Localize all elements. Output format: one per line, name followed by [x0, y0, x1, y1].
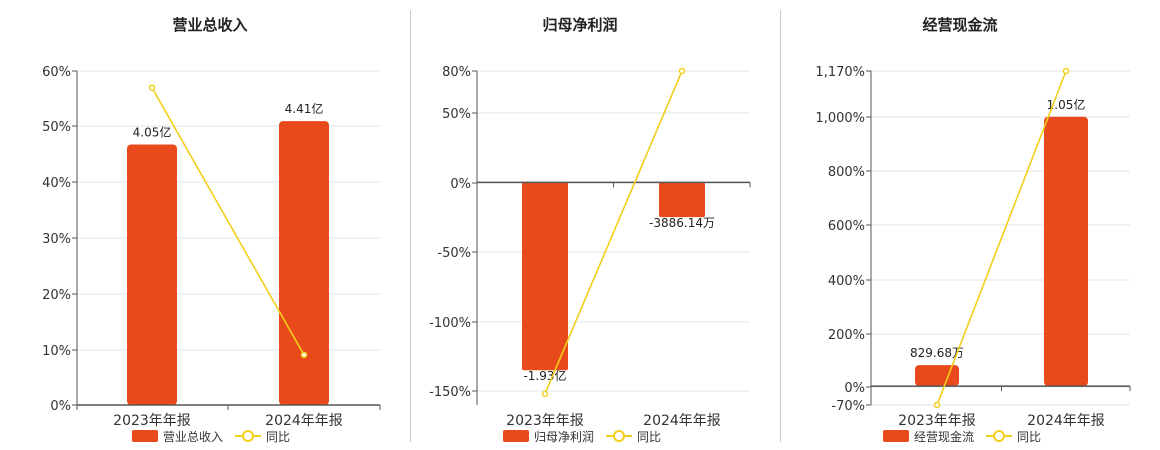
legend-line-label: 同比	[637, 429, 662, 444]
legend-line-label: 同比	[266, 429, 291, 444]
legend-net-profit: 归母净利润 同比	[503, 428, 661, 444]
yoy-point	[1062, 67, 1070, 75]
chart-title-net-profit: 归母净利润	[542, 16, 618, 34]
y-tick-label: -50%	[437, 246, 471, 261]
x-category-label: 2023年年报	[898, 413, 976, 429]
y-tick-label: 60%	[42, 65, 71, 80]
yoy-point	[541, 390, 549, 398]
bar-data-label: 4.41亿	[285, 101, 324, 116]
y-tick-label: 1,170%	[815, 65, 865, 80]
y-tick-label: 20%	[42, 288, 71, 303]
chart-title-revenue: 营业总收入	[172, 16, 248, 34]
y-tick-label: 50%	[442, 107, 471, 122]
yoy-line	[936, 70, 1067, 406]
y-tick-label: 30%	[42, 232, 71, 247]
panel-divider	[410, 10, 411, 442]
y-tick-label: 0%	[50, 399, 71, 414]
y-tick-label: 50%	[42, 120, 71, 135]
legend-bar-label: 经营现金流	[914, 429, 975, 444]
bar	[915, 365, 959, 387]
legend-line-swatch	[235, 430, 262, 442]
bar-data-label: 4.05亿	[133, 124, 172, 139]
legend-bar-label: 营业总收入	[163, 429, 224, 444]
y-tick-label: 10%	[42, 344, 71, 359]
yoy-point	[933, 401, 941, 409]
x-category-label: 2023年年报	[113, 413, 191, 429]
legend-bar-swatch	[883, 430, 909, 442]
bar-data-label: -3886.14万	[649, 216, 715, 230]
y-tick-label: 800%	[828, 165, 865, 180]
yoy-line	[544, 70, 683, 395]
legend-line-swatch	[606, 430, 633, 442]
legend-cash-flow: 经营现金流 同比	[883, 428, 1041, 444]
bar	[659, 182, 705, 218]
legend-bar-swatch	[132, 430, 158, 442]
y-tick-label: 1,000%	[815, 111, 865, 126]
x-category-label: 2024年年报	[1027, 413, 1105, 429]
legend-bar-label: 归母净利润	[534, 429, 595, 444]
legend-line-swatch	[986, 430, 1013, 442]
legend-bar-swatch	[503, 430, 529, 442]
x-category-label: 2024年年报	[265, 413, 343, 429]
y-tick-label: -100%	[429, 316, 471, 331]
bar-data-label: -1.93亿	[523, 368, 566, 383]
y-tick-label: 0%	[844, 381, 865, 396]
x-category-label: 2024年年报	[643, 413, 721, 429]
legend-revenue: 营业总收入 同比	[132, 428, 290, 444]
y-tick-label: 200%	[828, 328, 865, 343]
yoy-point	[148, 84, 156, 91]
bar	[1044, 116, 1088, 387]
bar-data-label: 1.05亿	[1047, 97, 1086, 112]
y-tick-label: 80%	[442, 65, 471, 80]
legend-line-label: 同比	[1017, 429, 1042, 444]
yoy-line	[151, 87, 305, 356]
y-tick-label: -150%	[429, 385, 471, 400]
y-tick-label: 600%	[828, 219, 865, 234]
bar	[279, 121, 329, 405]
y-tick-label: 40%	[42, 176, 71, 191]
yoy-point	[300, 351, 308, 359]
y-tick-label: -70%	[831, 399, 865, 414]
chart-title-cash-flow: 经营现金流	[922, 16, 998, 34]
y-tick-label: 0%	[450, 177, 471, 192]
bar-data-label: 829.68万	[910, 346, 964, 360]
bar	[522, 182, 568, 371]
bar	[127, 144, 177, 406]
y-tick-label: 400%	[828, 274, 865, 289]
x-category-label: 2023年年报	[506, 413, 584, 429]
yoy-point	[678, 67, 686, 75]
panel-divider	[780, 10, 781, 442]
